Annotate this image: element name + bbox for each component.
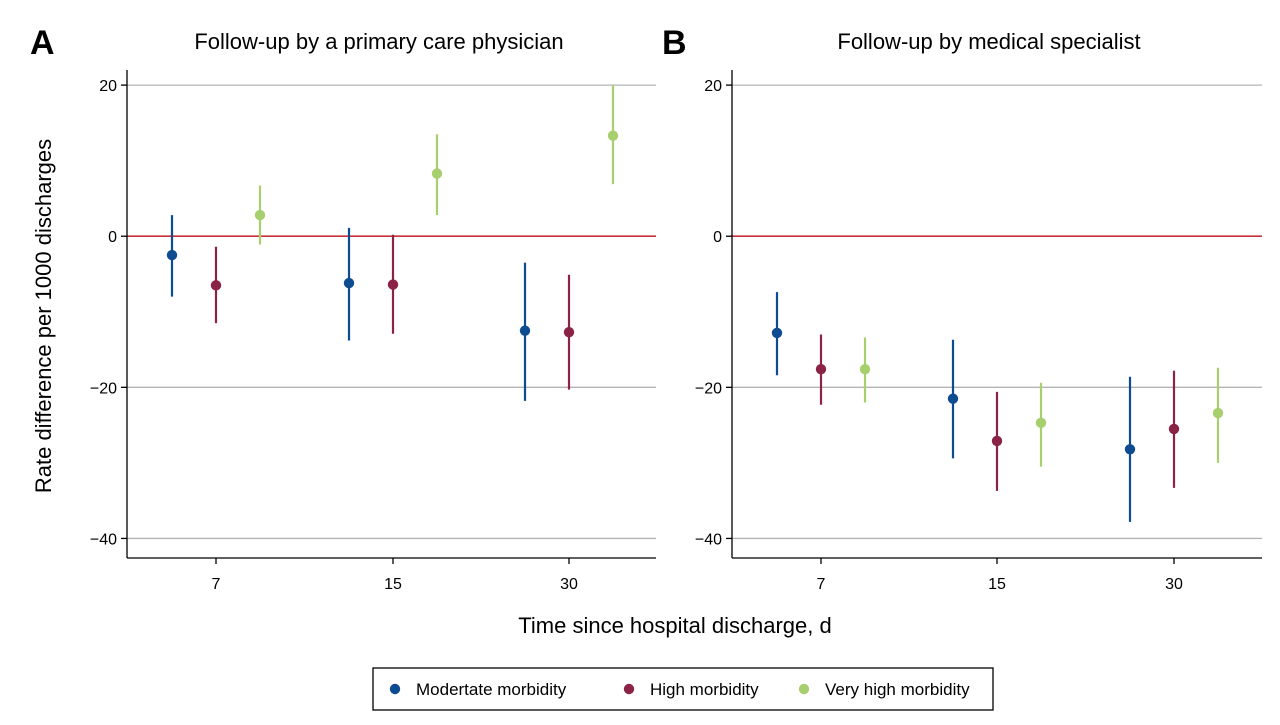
point-very-high-morbidity [254, 209, 266, 221]
point-very-high-morbidity [431, 168, 443, 179]
legend-marker-very-high-morbidity [798, 683, 810, 695]
point-high-morbidity [387, 279, 399, 290]
y-tick-label: −20 [695, 380, 722, 397]
point-modertate-morbidity [1124, 444, 1136, 455]
legend-label: Modertate morbidity [416, 680, 567, 699]
point-very-high-morbidity [607, 130, 619, 141]
y-tick-label: 20 [99, 78, 117, 95]
legend-label: High morbidity [650, 680, 759, 699]
panel-title: Follow-up by medical specialist [837, 29, 1140, 54]
y-tick-label: −40 [90, 531, 117, 548]
point-high-morbidity [1168, 423, 1180, 435]
point-modertate-morbidity [519, 325, 531, 336]
y-tick-label: 0 [713, 229, 722, 246]
point-very-high-morbidity [1035, 417, 1047, 429]
legend-box [372, 667, 994, 711]
y-axis-title: Rate difference per 1000 discharges [31, 139, 56, 493]
point-high-morbidity [563, 326, 575, 338]
x-axis-title: Time since hospital discharge, d [518, 613, 831, 638]
y-tick-label: −40 [695, 531, 722, 548]
x-tick-label: 7 [212, 576, 221, 593]
panel-letter: A [30, 24, 55, 62]
point-very-high-morbidity [1212, 407, 1224, 419]
point-modertate-morbidity [343, 277, 355, 289]
panel-letter: B [662, 24, 687, 62]
legend-label: Very high morbidity [825, 680, 970, 699]
point-high-morbidity [815, 364, 827, 375]
y-tick-label: 20 [704, 78, 722, 95]
point-high-morbidity [210, 280, 222, 291]
panel-title: Follow-up by a primary care physician [194, 29, 563, 54]
point-high-morbidity [991, 435, 1003, 447]
legend: Modertate morbidity High morbidity Very hi… [372, 667, 994, 711]
panel-a: A Follow-up by a primary care physician 20… [30, 24, 656, 593]
point-modertate-morbidity [166, 249, 178, 261]
legend-marker-high-morbidity [623, 683, 635, 695]
x-tick-label: 15 [384, 576, 402, 593]
x-tick-label: 15 [988, 576, 1006, 593]
y-tick-label: 0 [108, 229, 117, 246]
y-tick-label: −20 [90, 380, 117, 397]
legend-marker-modertate-morbidity [389, 683, 401, 695]
point-modertate-morbidity [947, 393, 959, 404]
x-tick-label: 7 [817, 576, 826, 593]
x-tick-label: 30 [560, 576, 578, 593]
point-very-high-morbidity [859, 364, 871, 375]
point-modertate-morbidity [771, 327, 783, 339]
panel-b: B Follow-up by medical specialist 20 0 −20 −4… [662, 24, 1262, 593]
x-tick-label: 30 [1165, 576, 1183, 593]
